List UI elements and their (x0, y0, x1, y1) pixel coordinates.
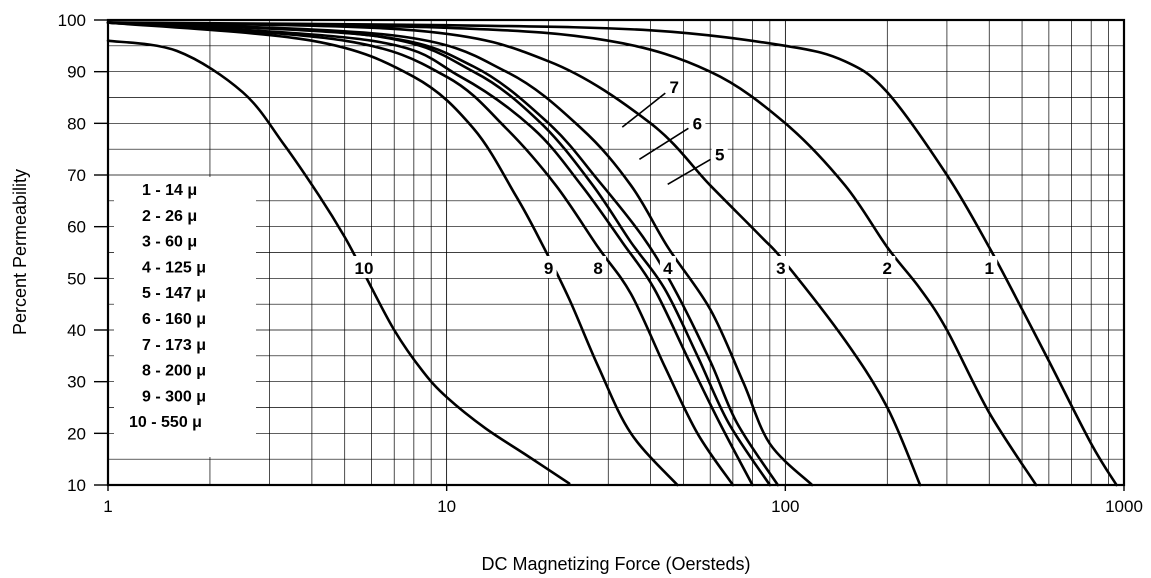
curve-label-8: 8 (593, 259, 602, 278)
curve-label-background (540, 256, 557, 278)
curve-label-background (666, 75, 683, 98)
curve-label-5: 5 (715, 145, 724, 164)
curve-label-7: 7 (670, 78, 679, 97)
tick-labels: 1 10 100 1000 10 20 30 40 50 60 70 80 90 100 (58, 11, 1143, 516)
leader-line-5 (667, 158, 712, 186)
grid-layer (108, 20, 1124, 485)
legend-entry: 3 - 60 μ (142, 234, 197, 251)
curve-7 (106, 21, 754, 487)
x-tick-label: 1 (103, 497, 112, 516)
curve-label-9: 9 (544, 259, 553, 278)
curve-label-background (772, 256, 789, 278)
legend-entry: 2 - 26 μ (142, 208, 197, 225)
curve-6 (106, 21, 772, 487)
leader-line-6 (638, 127, 689, 161)
x-tick-label: 100 (771, 497, 799, 516)
curve-labels: 1 2 3 4 567 8 9 10 (350, 75, 998, 278)
x-tick-label: 1000 (1105, 497, 1143, 516)
curve-label-background (590, 256, 607, 278)
y-tick-label: 20 (67, 424, 86, 443)
y-tick-label: 90 (67, 63, 86, 82)
legend-entry: 6 - 160 μ (142, 311, 206, 328)
legend-entry: 10 - 550 μ (129, 414, 202, 431)
curve-3 (106, 21, 922, 487)
y-tick-label: 70 (67, 166, 86, 185)
curve-label-4: 4 (663, 259, 673, 278)
curve-label-1: 1 (984, 259, 993, 278)
leader-line-7 (621, 92, 666, 128)
legend-entry: 8 - 200 μ (142, 363, 206, 380)
curve-label-background (879, 256, 896, 278)
curve-label-background (689, 111, 706, 134)
y-tick-label: 80 (67, 114, 86, 133)
legend-entry: 4 - 125 μ (142, 259, 206, 276)
legend-background (114, 177, 256, 457)
curve-4 (106, 21, 814, 487)
curve-label-background (350, 256, 377, 278)
curve-label-background (981, 256, 998, 278)
y-tick-label: 10 (67, 476, 86, 495)
curves (106, 21, 1118, 487)
curve-label-2: 2 (883, 259, 892, 278)
legend-entry: 5 - 147 μ (142, 285, 206, 302)
legend-entry: 1 - 14 μ (142, 182, 197, 199)
curve-label-background (711, 142, 728, 165)
curve-9 (106, 21, 679, 487)
legend: 1 - 14 μ 2 - 26 μ 3 - 60 μ 4 - 125 μ 5 - 147… (129, 182, 206, 431)
y-tick-label: 60 (67, 218, 86, 237)
plot-frame (106, 18, 1126, 487)
curve-label-10: 10 (355, 259, 374, 278)
y-tick-label: 100 (58, 11, 86, 30)
y-tick-label: 40 (67, 321, 86, 340)
curve-8 (106, 21, 735, 487)
x-tick-label: 10 (437, 497, 456, 516)
curve-1 (106, 21, 1118, 487)
legend-entry: 9 - 300 μ (142, 388, 206, 405)
x-axis-title: DC Magnetizing Force (Oersteds) (481, 554, 750, 574)
legend-entry: 7 - 173 μ (142, 337, 206, 354)
y-tick-label: 30 (67, 373, 86, 392)
curve-label-6: 6 (693, 114, 702, 133)
y-tick-label: 50 (67, 269, 86, 288)
curve-label-3: 3 (776, 259, 785, 278)
curve-label-background (659, 256, 676, 278)
curve-2 (106, 21, 1038, 487)
y-axis-title: Percent Permeability (10, 169, 30, 335)
